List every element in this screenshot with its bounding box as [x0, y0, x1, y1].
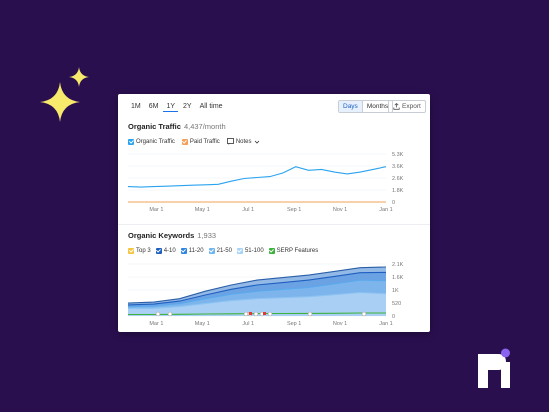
granularity-toggle: Days Months — [338, 100, 394, 113]
x-tick-label: Mar 1 — [149, 207, 163, 213]
area-51-100 — [128, 292, 386, 316]
keywords-legend: Top 3 4-10 11-20 21-50 51-100 SERP Featu… — [128, 248, 318, 254]
organic-traffic-title: Organic Traffic 4,437/month — [128, 122, 226, 131]
x-tick-label: Mar 1 — [149, 321, 163, 327]
notes-icon — [226, 138, 234, 145]
google-update-marker[interactable] — [307, 311, 313, 317]
organic-keywords-chart: 2.1K 1.6K 1K 520 0 Mar 1 May 1 Jul 1 Sep 1 Nov 1 J… — [127, 262, 404, 327]
analytics-card: 1M 6M 1Y 2Y All time Days Months Export … — [118, 94, 430, 332]
sparkle-large-icon — [40, 82, 80, 122]
section-divider — [118, 224, 430, 225]
x-tick-label: May 1 — [195, 207, 210, 213]
checkbox-icon — [181, 138, 188, 145]
x-tick-label: May 1 — [195, 321, 210, 327]
checkbox-icon — [155, 248, 162, 254]
export-button[interactable]: Export — [388, 100, 426, 113]
x-tick-label: Jul 1 — [242, 321, 254, 327]
traffic-legend: Organic Traffic Paid Traffic Notes — [128, 138, 260, 145]
legend-paid-traffic[interactable]: Paid Traffic — [181, 138, 220, 145]
x-tick-label: Nov 1 — [333, 321, 347, 327]
organic-keywords-title: Organic Keywords 1,933 — [128, 231, 216, 240]
series-51-100 — [127, 291, 387, 310]
checkbox-icon — [180, 248, 187, 254]
google-update-marker[interactable] — [155, 311, 161, 317]
y-tick-label: 5.3K — [392, 152, 404, 158]
legend-11-20-label: 11-20 — [188, 248, 204, 254]
y-tick-label: 1.6K — [392, 275, 404, 281]
organic-traffic-label: Organic Traffic — [128, 122, 181, 131]
google-update-marker[interactable] — [361, 311, 367, 317]
y-tick-label: 1.8K — [392, 188, 404, 194]
range-all-time[interactable]: All time — [199, 103, 223, 110]
sparkle-small-icon — [69, 67, 89, 87]
organic-keywords-value: 1,933 — [197, 231, 217, 240]
checkbox-icon — [128, 248, 134, 254]
export-icon — [393, 103, 400, 110]
range-2y[interactable]: 2Y — [183, 103, 192, 110]
export-label: Export — [402, 103, 421, 110]
range-selector: 1M 6M 1Y 2Y All time — [128, 102, 226, 112]
organic-traffic-chart: 5.3K 3.6K 2.6K 1.8K 0 Mar 1 May 1 Jul 1 Sep 1 Nov… — [127, 152, 404, 213]
series-11-20 — [127, 266, 387, 304]
y-tick-label: 2.1K — [392, 262, 404, 268]
legend-51-100[interactable]: 51-100 — [236, 248, 264, 254]
series-4-10 — [127, 271, 387, 306]
x-tick-label: Jan 1 — [379, 321, 392, 327]
google-update-marker[interactable] — [243, 311, 249, 317]
notes-label: Notes — [235, 138, 252, 145]
x-tick-label: Jul 1 — [242, 207, 254, 213]
legend-21-50[interactable]: 21-50 — [208, 248, 232, 254]
checkbox-icon — [236, 248, 243, 254]
legend-top3-label: Top 3 — [136, 248, 151, 254]
y-tick-label: 0 — [392, 200, 395, 206]
checkbox-icon — [208, 248, 215, 254]
note-marker[interactable] — [263, 312, 266, 315]
range-1m[interactable]: 1M — [131, 103, 141, 110]
legend-serp-features[interactable]: SERP Features — [268, 248, 319, 254]
x-tick-label: Nov 1 — [333, 207, 347, 213]
checkbox-icon — [268, 248, 275, 254]
legend-4-10-label: 4-10 — [163, 248, 176, 254]
series-organic-traffic — [127, 166, 387, 188]
pi-logo-icon — [478, 348, 510, 388]
legend-top3[interactable]: Top 3 — [128, 248, 151, 254]
months-button[interactable]: Months — [366, 103, 389, 110]
note-marker[interactable] — [249, 312, 252, 315]
days-button[interactable]: Days — [339, 101, 363, 112]
legend-51-100-label: 51-100 — [244, 248, 264, 254]
google-update-marker[interactable] — [167, 311, 173, 317]
legend-organic-label: Organic Traffic — [136, 138, 175, 145]
legend-paid-label: Paid Traffic — [189, 138, 220, 145]
legend-21-50-label: 21-50 — [216, 248, 232, 254]
organic-traffic-value: 4,437/month — [183, 122, 226, 131]
legend-serp-label: SERP Features — [276, 248, 319, 254]
y-tick-label: 3.6K — [392, 164, 404, 170]
x-tick-label: Jan 1 — [379, 207, 392, 213]
series-21-50 — [127, 279, 387, 308]
y-tick-label: 0 — [392, 314, 395, 320]
legend-11-20[interactable]: 11-20 — [180, 248, 204, 254]
x-tick-label: Sep 1 — [287, 207, 301, 213]
range-6m[interactable]: 6M — [148, 103, 159, 110]
y-tick-label: 2.6K — [392, 176, 404, 182]
google-update-marker[interactable] — [253, 311, 259, 317]
y-tick-label: 1K — [392, 288, 399, 294]
organic-keywords-label: Organic Keywords — [128, 231, 195, 240]
checkbox-icon — [128, 138, 134, 145]
notes-dropdown[interactable]: Notes — [226, 138, 260, 145]
x-tick-label: Sep 1 — [287, 321, 301, 327]
y-tick-label: 520 — [392, 301, 401, 307]
legend-4-10[interactable]: 4-10 — [155, 248, 176, 254]
google-update-marker[interactable] — [267, 311, 273, 317]
legend-organic-traffic[interactable]: Organic Traffic — [128, 138, 175, 145]
range-1y[interactable]: 1Y — [163, 102, 179, 112]
chevron-down-icon — [254, 140, 259, 144]
